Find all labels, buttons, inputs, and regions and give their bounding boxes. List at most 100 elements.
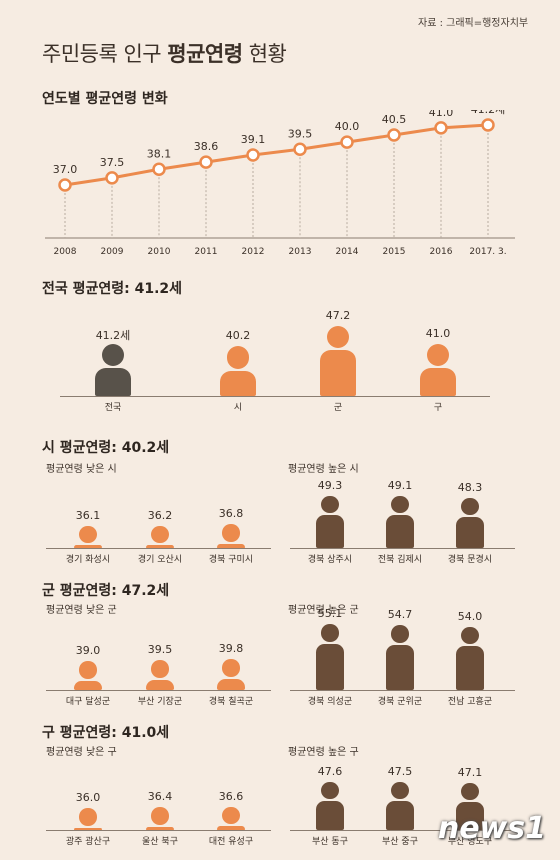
person-head — [321, 781, 339, 799]
person-figure — [386, 781, 414, 830]
person-body — [316, 643, 344, 690]
data-point — [105, 171, 119, 185]
category-label: 전북 김제시 — [377, 555, 423, 565]
person-figure — [146, 660, 174, 690]
value-label: 40.2 — [225, 329, 251, 343]
person-figure — [316, 495, 344, 548]
value-label: 47.2 — [325, 309, 351, 323]
tick-label: 2009 — [101, 247, 124, 257]
person-figure — [320, 326, 356, 396]
value-label: 39.8 — [218, 642, 244, 656]
gu-low-label: 평균연령 낮은 구 — [46, 747, 117, 758]
person-body — [420, 368, 456, 396]
person-head — [226, 346, 250, 369]
person-body — [217, 678, 245, 690]
data-label: 39.5 — [288, 127, 313, 140]
data-label: 41.0 — [429, 110, 454, 119]
person-head — [151, 807, 169, 825]
person-body — [320, 350, 356, 396]
national-title: 전국 평균연령: 41.2세 — [42, 281, 183, 297]
baseline — [290, 690, 515, 691]
category-label: 전남 고흥군 — [447, 697, 493, 707]
value-label: 41.0 — [425, 327, 451, 341]
value-label: 41.2세 — [95, 328, 131, 342]
person-figure — [420, 344, 456, 396]
person-figure — [74, 661, 102, 690]
person-body — [456, 517, 484, 548]
title-tail: 현황 — [242, 42, 287, 66]
person-figure — [386, 625, 414, 690]
person-body — [74, 680, 102, 690]
baseline — [46, 690, 271, 691]
person-figure — [220, 346, 256, 396]
person-figure — [95, 343, 131, 396]
gu-high-label: 평균연령 높은 구 — [288, 747, 359, 758]
value-label: 39.0 — [75, 644, 101, 658]
data-label: 37.0 — [53, 163, 78, 176]
person-head — [222, 524, 240, 542]
data-point — [152, 162, 166, 177]
category-label: 경북 상주시 — [307, 555, 353, 565]
person-head — [461, 626, 479, 645]
tick-label: 2015 — [383, 247, 406, 257]
category-label: 경북 군위군 — [377, 697, 423, 707]
data-point — [246, 148, 260, 162]
value-label: 36.6 — [218, 789, 244, 803]
person-head — [321, 495, 339, 513]
si-low-label: 평균연령 낮은 시 — [46, 464, 117, 475]
person-figure — [316, 624, 344, 690]
person-body — [386, 801, 414, 830]
person-head — [461, 497, 479, 516]
value-label: 36.0 — [75, 791, 101, 805]
person-head — [151, 660, 169, 678]
person-head — [391, 496, 409, 514]
person-body — [217, 826, 245, 830]
person-body — [456, 646, 484, 690]
source-note: 자료 : 그래픽=행정자치부 — [418, 18, 529, 29]
tick-label: 2013 — [289, 247, 312, 257]
person-body — [74, 827, 102, 830]
category-label: 부산 중구 — [382, 837, 418, 847]
national-chart: 41.2세 전국 40.2 시 47.2 군 41.0 구 — [0, 300, 560, 430]
value-label: 39.5 — [147, 643, 173, 657]
person-body — [74, 545, 102, 548]
category-label: 경북 의성군 — [307, 697, 353, 707]
value-label: 49.3 — [317, 478, 343, 492]
category-label: 시 — [233, 403, 243, 413]
value-label: 36.2 — [147, 508, 173, 522]
title-normal: 주민등록 인구 — [42, 42, 168, 66]
series-line — [64, 123, 489, 187]
person-figure — [386, 496, 414, 548]
gun-high-label: 평균연령 높은 군 — [288, 605, 359, 616]
person-body — [456, 802, 484, 830]
data-point — [293, 142, 307, 157]
person-figure — [217, 659, 245, 690]
person-body — [316, 514, 344, 548]
person-head — [79, 661, 97, 679]
person-body — [220, 370, 256, 396]
tick-label: 2017. 3. — [469, 247, 506, 257]
data-point — [481, 118, 495, 132]
tick-label: 2011 — [195, 247, 218, 257]
category-label: 경북 문경시 — [447, 555, 493, 565]
data-label: 37.5 — [100, 156, 125, 169]
person-body — [386, 515, 414, 548]
value-label: 36.1 — [75, 508, 101, 522]
data-point — [434, 121, 448, 135]
category-label: 경기 화성시 — [65, 555, 111, 565]
gu-title: 구 평균연령: 41.0세 — [42, 725, 170, 741]
data-label: 38.6 — [194, 140, 219, 153]
person-head — [151, 525, 169, 544]
person-figure — [217, 524, 245, 548]
value-label: 48.3 — [457, 480, 483, 494]
person-head — [321, 624, 339, 642]
value-label: 54.0 — [457, 609, 483, 623]
data-label: 40.0 — [335, 120, 360, 133]
line-chart-title: 연도별 평균연령 변화 — [42, 91, 168, 107]
data-point — [199, 155, 213, 169]
data-label: 40.5 — [382, 113, 407, 126]
si-title: 시 평균연령: 40.2세 — [42, 440, 170, 456]
value-label: 47.5 — [387, 764, 413, 778]
data-label: 38.1 — [147, 147, 172, 160]
person-head — [426, 344, 450, 367]
